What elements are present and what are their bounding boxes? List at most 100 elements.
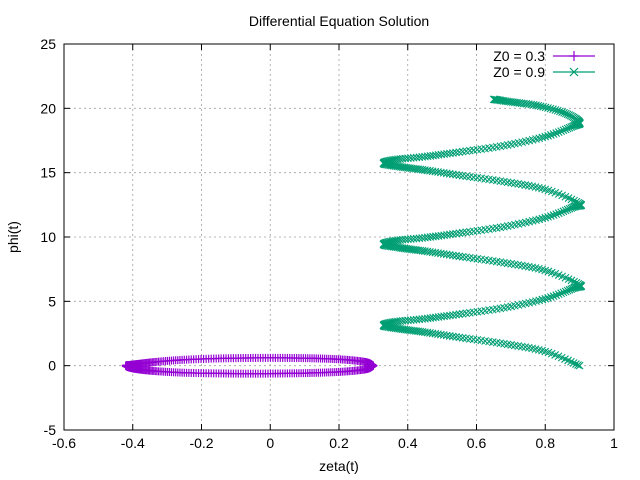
series-layer xyxy=(121,95,586,378)
data-point xyxy=(455,171,464,180)
data-point xyxy=(449,230,457,238)
data-point xyxy=(554,209,563,218)
y-axis-label: phi(t) xyxy=(5,221,21,253)
data-point xyxy=(572,278,581,287)
x-tick-label: -0.2 xyxy=(189,435,213,451)
data-point xyxy=(557,208,566,217)
y-tick-label: -5 xyxy=(44,422,57,438)
data-point xyxy=(369,361,378,370)
data-point xyxy=(546,293,555,301)
data-point xyxy=(546,104,555,113)
data-point xyxy=(557,127,566,136)
data-point xyxy=(557,289,566,298)
data-point xyxy=(544,104,552,112)
x-tick-label: -0.6 xyxy=(52,435,76,451)
data-point xyxy=(489,95,498,104)
y-tick-label: 10 xyxy=(40,229,56,245)
data-point xyxy=(538,295,547,304)
data-point xyxy=(561,125,570,134)
y-tick-label: 5 xyxy=(48,293,56,309)
data-point xyxy=(570,277,578,286)
data-point xyxy=(554,128,563,137)
data-point xyxy=(541,213,550,222)
x-tick-label: 0.2 xyxy=(329,435,349,451)
y-tick-label: 15 xyxy=(40,165,56,181)
data-point xyxy=(448,170,457,179)
data-point xyxy=(458,252,467,261)
data-point xyxy=(539,102,548,111)
data-point xyxy=(448,251,457,260)
series-0 xyxy=(121,353,378,378)
data-point xyxy=(385,237,394,246)
data-point xyxy=(458,171,467,180)
data-point xyxy=(536,102,545,111)
data-point xyxy=(446,230,454,239)
data-point xyxy=(549,211,558,219)
data-point xyxy=(559,207,568,216)
data-point xyxy=(560,108,568,117)
data-point xyxy=(455,229,464,238)
data-point xyxy=(574,198,583,207)
y-tick-label: 0 xyxy=(48,358,56,374)
data-point xyxy=(546,131,555,139)
x-tick-label: 0.6 xyxy=(467,435,487,451)
data-point xyxy=(541,294,550,303)
data-point xyxy=(544,212,552,221)
data-point xyxy=(449,149,457,157)
data-point xyxy=(549,105,557,114)
data-point xyxy=(446,149,454,158)
legend-label-z03: Z0 = 0.3 xyxy=(493,48,545,64)
y-ticks: -5 0 5 10 15 20 25 xyxy=(40,36,614,438)
data-point xyxy=(561,206,570,215)
legend-marker-z09 xyxy=(569,67,579,77)
x-tick-label: 0 xyxy=(266,435,274,451)
x-ticks: -0.6 -0.4 -0.2 0 0.2 0.4 0.6 0.8 1 xyxy=(52,44,618,451)
data-point xyxy=(572,197,581,206)
data-point xyxy=(455,252,464,261)
data-point xyxy=(572,360,580,368)
data-point xyxy=(552,129,561,137)
data-point xyxy=(574,361,582,369)
data-point xyxy=(561,287,570,296)
y-tick-label: 25 xyxy=(40,36,56,52)
data-point xyxy=(541,103,550,112)
data-point xyxy=(546,212,555,220)
data-point xyxy=(452,229,460,238)
data-point xyxy=(574,279,583,288)
x-tick-label: 0.4 xyxy=(398,435,418,451)
data-point xyxy=(455,148,464,156)
data-point xyxy=(541,132,550,141)
data-point xyxy=(551,106,560,114)
data-point xyxy=(552,291,561,300)
data-point xyxy=(554,290,563,299)
data-point xyxy=(452,310,460,319)
data-point xyxy=(556,107,564,116)
data-point xyxy=(491,95,500,104)
data-point xyxy=(569,359,578,367)
data-point xyxy=(544,294,552,302)
data-point xyxy=(534,101,543,110)
data-point xyxy=(452,251,460,260)
data-point xyxy=(455,333,464,342)
data-point xyxy=(553,106,562,115)
legend: Z0 = 0.3 Z0 = 0.9 xyxy=(493,48,595,80)
x-axis-label: zeta(t) xyxy=(319,458,359,474)
data-point xyxy=(549,130,558,138)
legend-marker-z03 xyxy=(569,51,579,61)
x-tick-label: -0.4 xyxy=(121,435,145,451)
data-point xyxy=(455,310,464,319)
data-point xyxy=(452,170,460,179)
data-point xyxy=(538,133,547,142)
data-point xyxy=(559,288,568,297)
data-point xyxy=(538,214,547,223)
y-tick-label: 20 xyxy=(40,100,56,116)
chart-title: Differential Equation Solution xyxy=(249,13,429,29)
x-tick-label: 0.8 xyxy=(536,435,556,451)
x-tick-label: 1 xyxy=(610,435,618,451)
data-point xyxy=(452,332,460,341)
data-point xyxy=(385,156,394,165)
data-point xyxy=(552,210,561,219)
data-point xyxy=(549,292,558,301)
data-point xyxy=(558,108,566,116)
